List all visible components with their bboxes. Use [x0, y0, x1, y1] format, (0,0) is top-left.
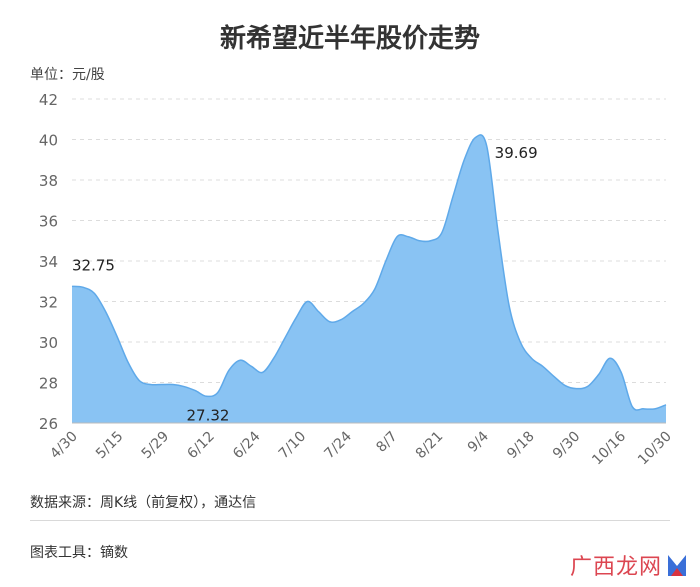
series-line	[71, 134, 667, 411]
x-tick-label: 9/30	[550, 429, 584, 463]
x-tick-label: 8/21	[413, 429, 447, 463]
y-tick-label: 28	[39, 375, 58, 393]
chart-title: 新希望近半年股价走势	[219, 24, 480, 54]
x-tick-label: 5/29	[139, 429, 173, 463]
x-tick-label: 6/24	[230, 428, 264, 462]
watermark-logo-icon	[668, 555, 686, 576]
footer-divider	[30, 520, 670, 521]
y-tick-label: 42	[39, 91, 58, 109]
x-tick-label: 4/30	[47, 429, 81, 463]
source-note: 数据来源：周K线（前复权），通达信	[30, 495, 257, 511]
tool-note: 图表工具：镝数	[30, 545, 128, 561]
y-tick-label: 26	[39, 415, 58, 433]
x-tick-label: 7/10	[276, 429, 310, 463]
x-tick-label: 7/24	[321, 428, 355, 462]
y-tick-label: 36	[39, 213, 58, 231]
data-annotations: 32.75 27.32 39.69	[72, 144, 538, 424]
x-tick-label: 10/16	[589, 428, 629, 468]
y-tick-label: 38	[39, 172, 58, 190]
area-series	[71, 134, 667, 424]
data-label: 32.75	[72, 256, 115, 274]
y-tick-label: 30	[39, 334, 58, 352]
y-axis-unit-label: 单位：元/股	[30, 67, 105, 83]
data-label: 39.69	[495, 144, 538, 162]
area-chart: 26 28 30 32 34 36 38 40 42 4/30 5/15 5/29 6/12 6/24 7…	[39, 91, 675, 468]
watermark-text: 广西龙网	[569, 555, 662, 580]
y-tick-label: 40	[39, 132, 58, 150]
x-tick-label: 9/18	[504, 429, 538, 463]
watermark: 广西龙网	[570, 549, 688, 581]
area-fill	[72, 134, 666, 424]
x-tick-label: 8/7	[373, 429, 400, 456]
x-tick-labels: 4/30 5/15 5/29 6/12 6/24 7/10 7/24 8/7 8/21 9/4 9/…	[47, 428, 675, 468]
y-tick-labels: 26 28 30 32 34 36 38 40 42	[39, 91, 58, 433]
x-tick-label: 6/12	[184, 429, 218, 463]
data-label: 27.32	[186, 406, 229, 424]
x-tick-label: 9/4	[465, 428, 492, 455]
y-tick-label: 32	[39, 294, 58, 312]
x-tick-label: 5/15	[93, 429, 127, 463]
y-tick-label: 34	[39, 253, 58, 271]
x-tick-label: 10/30	[635, 429, 675, 469]
